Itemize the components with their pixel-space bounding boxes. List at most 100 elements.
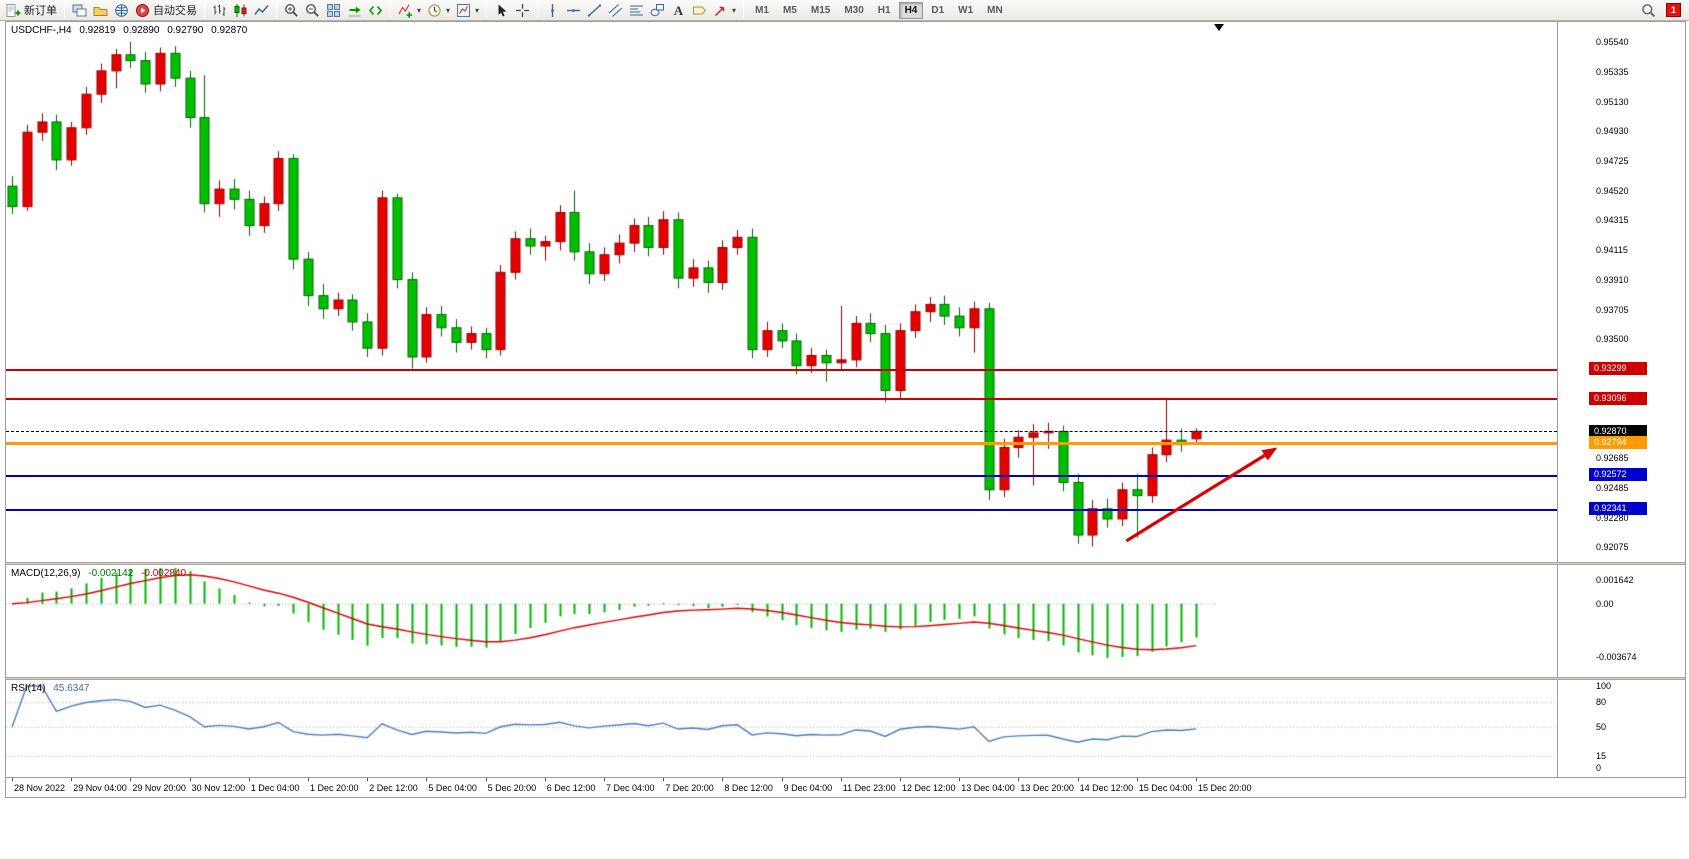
text-label-button[interactable]: [689, 1, 710, 20]
timeframe-mn[interactable]: MN: [987, 4, 1003, 16]
trend-arrow[interactable]: [6, 22, 1557, 562]
orange-level-line[interactable]: [6, 442, 1557, 446]
arrows-tool-button[interactable]: ▾: [710, 1, 739, 20]
candle-chart-mode-button[interactable]: [230, 1, 251, 20]
new-order-label: 新订单: [24, 5, 57, 17]
bar-chart-mode-button[interactable]: [209, 1, 230, 20]
time-axis-tick: [248, 778, 250, 781]
level-lines-layer: [6, 22, 1557, 562]
rsi-axis-label: 50: [1596, 722, 1607, 732]
time-axis-tick: [308, 778, 309, 781]
vertical-line-button[interactable]: [542, 1, 563, 20]
chevron-down-icon: ▾: [732, 5, 737, 15]
time-axis-tick: [1196, 778, 1197, 781]
svg-text:A: A: [674, 3, 684, 18]
toolbar-right: 1: [1638, 1, 1686, 20]
price-axis-label: 0.92685: [1596, 453, 1629, 464]
price-axis-label: 0.93500: [1596, 334, 1629, 345]
new-order-button[interactable]: 新订单: [3, 1, 60, 20]
chart-column: USDCHF-,H4 0.92819 0.92890 0.92790 0.928…: [6, 22, 1557, 777]
rsi-panel-separator[interactable]: [6, 677, 1685, 680]
price-axis-label: 0.92280: [1596, 512, 1629, 523]
price-axis[interactable]: 0.95540 0.95335 0.95130 0.94930 0.94725 0.945…: [1557, 22, 1685, 777]
macd-label: MACD(12,26,9): [11, 568, 81, 579]
resistance-line-2-badge: 0.93096: [1589, 391, 1647, 405]
macd-canvas[interactable]: [6, 565, 1557, 677]
time-axis-tick: [71, 778, 73, 781]
trendline-button[interactable]: [584, 1, 605, 20]
price-axis-label: 0.94725: [1596, 155, 1629, 166]
time-axis-label: 15 Dec 04:00: [1138, 783, 1193, 793]
macd-header: MACD(12,26,9) -0.002142 -0.002840: [11, 568, 191, 579]
timeframe-m1[interactable]: M1: [755, 4, 769, 16]
text-button[interactable]: A: [668, 1, 689, 20]
resistance-line-1[interactable]: [6, 368, 1557, 371]
macd-main-value: -0.002142: [88, 568, 134, 579]
chevron-down-icon: ▾: [446, 5, 451, 15]
timeframe-d1[interactable]: D1: [931, 4, 945, 16]
time-axis-tick: [485, 778, 487, 781]
fibonacci-retracement-button[interactable]: [626, 1, 647, 20]
time-axis-label: 28 Nov 2022: [14, 783, 66, 793]
price-axis-label: 0.94115: [1596, 244, 1628, 255]
cursor-button[interactable]: [491, 1, 512, 20]
time-axis-tick: [1018, 778, 1020, 781]
charts-window-button[interactable]: [69, 1, 90, 20]
time-axis[interactable]: 28 Nov 2022 29 Nov 04:00 29 Nov 20:00 30 No…: [6, 777, 1685, 797]
market-watch-button[interactable]: [111, 1, 132, 20]
notification-badge[interactable]: 1: [1666, 3, 1681, 17]
rsi-axis-label: 0: [1596, 763, 1602, 773]
resistance-line-1-badge: 0.93299: [1589, 362, 1647, 376]
search-icon[interactable]: [1638, 1, 1659, 20]
tile-windows-button[interactable]: [323, 1, 344, 20]
timeframe-h1[interactable]: H1: [877, 4, 891, 16]
toolbar-separator: [486, 2, 488, 18]
line-chart-mode-button[interactable]: [251, 1, 272, 20]
rsi-header: RSI(14) 45.6347: [11, 683, 94, 694]
scroll-to-end-marker[interactable]: [1214, 24, 1224, 31]
chart-shift-button[interactable]: [365, 1, 386, 20]
timeframe-w1[interactable]: W1: [958, 4, 974, 16]
time-axis-label: 12 Dec 12:00: [902, 783, 956, 793]
time-axis-tick: [12, 778, 13, 781]
support-line-1[interactable]: [6, 474, 1557, 477]
time-axis-label: 7 Dec 20:00: [665, 783, 714, 793]
rsi-axis-label: 100: [1596, 681, 1612, 691]
price-axis-label: 0.93705: [1596, 304, 1629, 315]
time-axis-tick: [781, 778, 783, 781]
templates-button[interactable]: ▾: [453, 1, 482, 20]
periods-button[interactable]: ▾: [424, 1, 453, 20]
chart-symbol-period: USDCHF-,H4: [11, 25, 72, 36]
toolbar: 新订单 自动交易 ▾ ▾ ▾ A ▾ M1 M5 M15 M30 H1 H4 D1 W1 MN 1: [0, 0, 1689, 21]
time-axis-label: 15 Dec 20:00: [1198, 783, 1252, 793]
timeframe-m15[interactable]: M15: [810, 4, 831, 16]
zoom-out-button[interactable]: [302, 1, 323, 20]
macd-panel-separator[interactable]: [6, 562, 1685, 565]
chart-high: 0.92890: [123, 25, 160, 36]
indicators-button[interactable]: ▾: [395, 1, 424, 20]
timeframe-m5[interactable]: M5: [782, 4, 797, 16]
auto-scroll-button[interactable]: [344, 1, 365, 20]
time-axis-tick: [959, 778, 961, 781]
time-axis-tick: [1136, 778, 1138, 781]
time-axis-label: 13 Dec 04:00: [961, 783, 1015, 793]
time-axis-label: 7 Dec 04:00: [606, 783, 655, 793]
timeframe-m30[interactable]: M30: [844, 4, 864, 16]
autotrading-button[interactable]: 自动交易: [132, 1, 200, 20]
toolbar-separator: [204, 2, 205, 18]
current-price-line[interactable]: [6, 431, 1557, 433]
support-line-2[interactable]: [6, 508, 1557, 511]
equidistant-channel-button[interactable]: [605, 1, 626, 20]
resistance-line-2[interactable]: [6, 398, 1557, 401]
horizontal-line-button[interactable]: [563, 1, 584, 20]
price-chart-canvas[interactable]: [6, 22, 1557, 562]
macd-axis-label: 0.00: [1596, 598, 1614, 609]
crosshair-button[interactable]: [512, 1, 533, 20]
profiles-button[interactable]: [90, 1, 111, 20]
shapes-button[interactable]: [647, 1, 668, 20]
timeframe-h4[interactable]: H4: [898, 1, 924, 19]
zoom-in-button[interactable]: [281, 1, 302, 20]
price-axis-label: 0.94520: [1596, 185, 1629, 196]
rsi-canvas[interactable]: [6, 680, 1557, 777]
